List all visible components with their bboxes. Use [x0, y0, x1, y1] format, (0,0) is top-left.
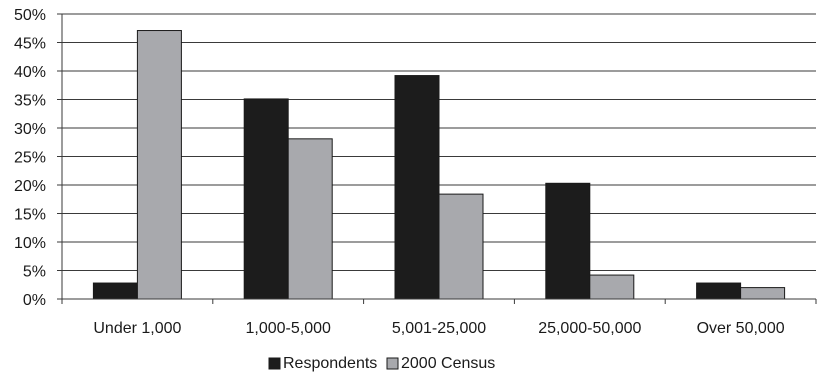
bar-census-0 — [136, 30, 182, 300]
x-category-label: 1,000-5,000 — [245, 320, 331, 337]
bar-respondents-3 — [545, 182, 591, 300]
legend-swatch-respondents — [268, 357, 281, 370]
bar-census-3 — [589, 274, 635, 300]
legend: Respondents 2000 Census — [268, 355, 495, 372]
bar-respondents-4 — [696, 282, 742, 300]
x-axis-ticks: Under 1,000 1,000-5,000 5,001-25,000 25,000… — [61, 299, 817, 337]
y-tick-label: 5% — [23, 264, 46, 281]
y-tick-label: 10% — [14, 235, 46, 252]
axes — [61, 14, 816, 300]
y-tick-label: 20% — [14, 178, 46, 195]
x-category-label: Over 50,000 — [697, 320, 785, 337]
x-category-label: 25,000-50,000 — [538, 320, 641, 337]
bar-census-2 — [438, 193, 484, 300]
y-tick-label: 30% — [14, 121, 46, 138]
y-axis-ticks: 0% 5% 10% 15% 20% 25% 30% 35% 40% 45% 50% — [14, 7, 62, 309]
bar-respondents-1 — [243, 98, 289, 300]
x-category-label: Under 1,000 — [93, 320, 181, 337]
bar-respondents-2 — [394, 75, 440, 300]
legend-label-respondents: Respondents — [283, 355, 377, 372]
x-category-label: 5,001-25,000 — [392, 320, 486, 337]
bar-respondents-0 — [92, 282, 138, 300]
bar-census-4 — [740, 287, 786, 300]
y-tick-label: 25% — [14, 150, 46, 167]
y-tick-label: 50% — [14, 7, 46, 24]
y-tick-label: 35% — [14, 93, 46, 110]
legend-label-census: 2000 Census — [401, 355, 495, 372]
y-tick-label: 0% — [23, 292, 46, 309]
y-tick-label: 40% — [14, 64, 46, 81]
bars — [92, 30, 786, 300]
y-tick-label: 15% — [14, 207, 46, 224]
legend-swatch-census — [386, 357, 399, 370]
bar-census-1 — [287, 138, 333, 300]
y-tick-label: 45% — [14, 36, 46, 53]
